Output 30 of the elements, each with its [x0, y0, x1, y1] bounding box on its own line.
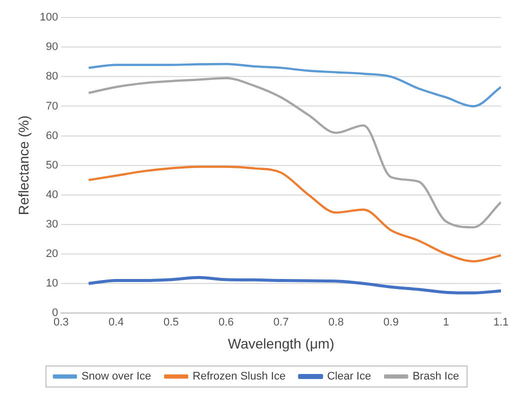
x-tick-label: 0.6 [218, 316, 234, 329]
x-tick-label: 0.5 [163, 316, 179, 329]
x-tick-label: 0.3 [54, 316, 69, 329]
x-tick-label: 0.7 [273, 316, 289, 329]
line-series [87, 276, 501, 294]
y-tick-label: 10 [46, 277, 58, 290]
line-series [88, 166, 501, 262]
legend-label: Snow over Ice [81, 370, 152, 383]
y-tick-label: 30 [46, 218, 58, 230]
line-series [88, 77, 501, 228]
x-axis-title: Wavelength (μm) [228, 335, 334, 352]
x-tick-label: 1 [442, 316, 450, 329]
y-tick-label: 70 [46, 100, 58, 112]
y-tick-label: 0 [52, 307, 58, 320]
x-tick-label: 0.8 [328, 316, 344, 329]
y-tick-label: 50 [46, 159, 58, 172]
y-tick-label: 100 [40, 12, 58, 24]
y-tick-label: 90 [46, 41, 58, 54]
x-tick-label: 1.1 [493, 316, 509, 329]
legend-label: Refrozen Slush Ice [192, 370, 286, 383]
y-tick-label: 40 [46, 188, 58, 201]
y-axis-title: Reflectance (%) [15, 116, 32, 216]
x-tick-label: 0.4 [108, 316, 124, 329]
legend-label: Brash Ice [412, 370, 460, 383]
y-tick-label: 20 [46, 248, 58, 260]
y-tick-label: 80 [46, 70, 58, 83]
legend-label: Clear Ice [327, 370, 372, 383]
y-tick-label: 60 [46, 130, 58, 142]
x-tick-label: 0.9 [383, 316, 399, 329]
line-series [88, 62, 501, 108]
